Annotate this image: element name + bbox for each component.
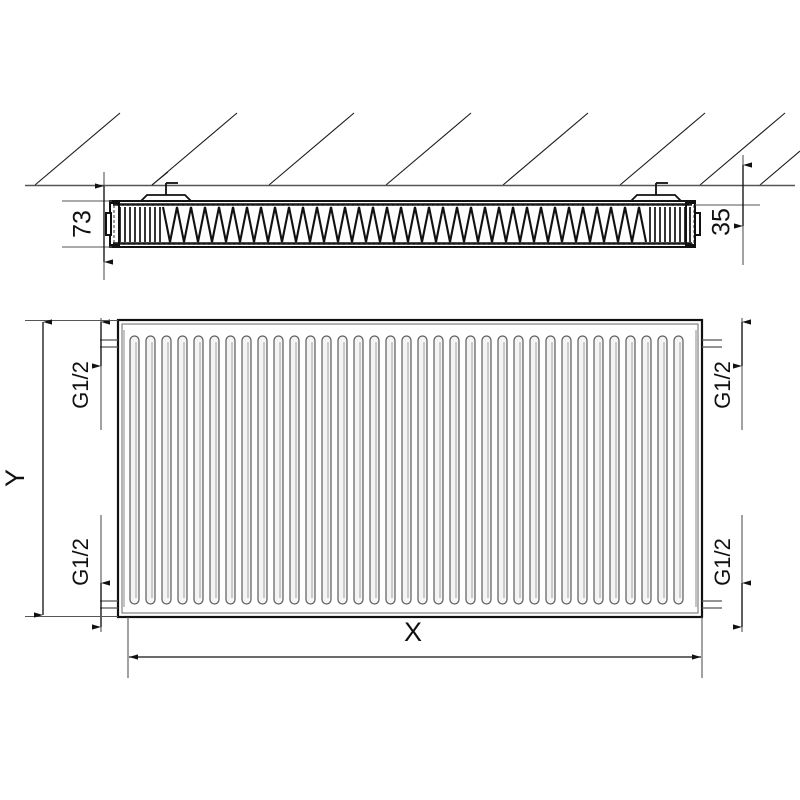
dimension-73: 73 — [62, 172, 113, 280]
right-end-cap — [685, 202, 701, 246]
dimension-35-label: 35 — [708, 208, 736, 236]
core-outline — [113, 204, 695, 245]
top-section-view: 73 35 — [25, 112, 800, 280]
connection-dimension-bottom-left: G1/2 — [68, 515, 110, 632]
connection-dimension-bottom-right: G1/2 — [710, 515, 751, 632]
dimension-Y-label: Y — [0, 469, 30, 487]
connection-stub-top-right — [702, 339, 722, 348]
connection-label-top-left: G1/2 — [68, 361, 93, 409]
dimension-Y: Y — [0, 319, 118, 618]
connection-label-top-right: G1/2 — [710, 361, 735, 409]
connection-stub-bottom-left — [100, 600, 118, 609]
leader-line-left — [151, 171, 169, 186]
wall-hatching — [34, 112, 800, 186]
connection-dimension-top-left: G1/2 — [68, 318, 110, 430]
connection-label-bottom-left: G1/2 — [68, 538, 93, 586]
connection-label-bottom-right: G1/2 — [710, 538, 735, 586]
connection-stub-top-left — [100, 339, 118, 348]
dimension-35: 35 — [695, 155, 760, 265]
dimension-73-label: 73 — [69, 210, 97, 238]
connection-stub-bottom-right — [702, 600, 722, 609]
dimension-X: X — [127, 617, 703, 678]
connection-dimension-top-right: G1/2 — [710, 318, 751, 430]
fin-group — [129, 335, 684, 605]
dimension-X-label: X — [404, 617, 422, 647]
front-view: G1/2 G1/2 G1/2 G1/2 — [0, 318, 751, 678]
radiator-front-panel-inner — [121, 323, 699, 614]
